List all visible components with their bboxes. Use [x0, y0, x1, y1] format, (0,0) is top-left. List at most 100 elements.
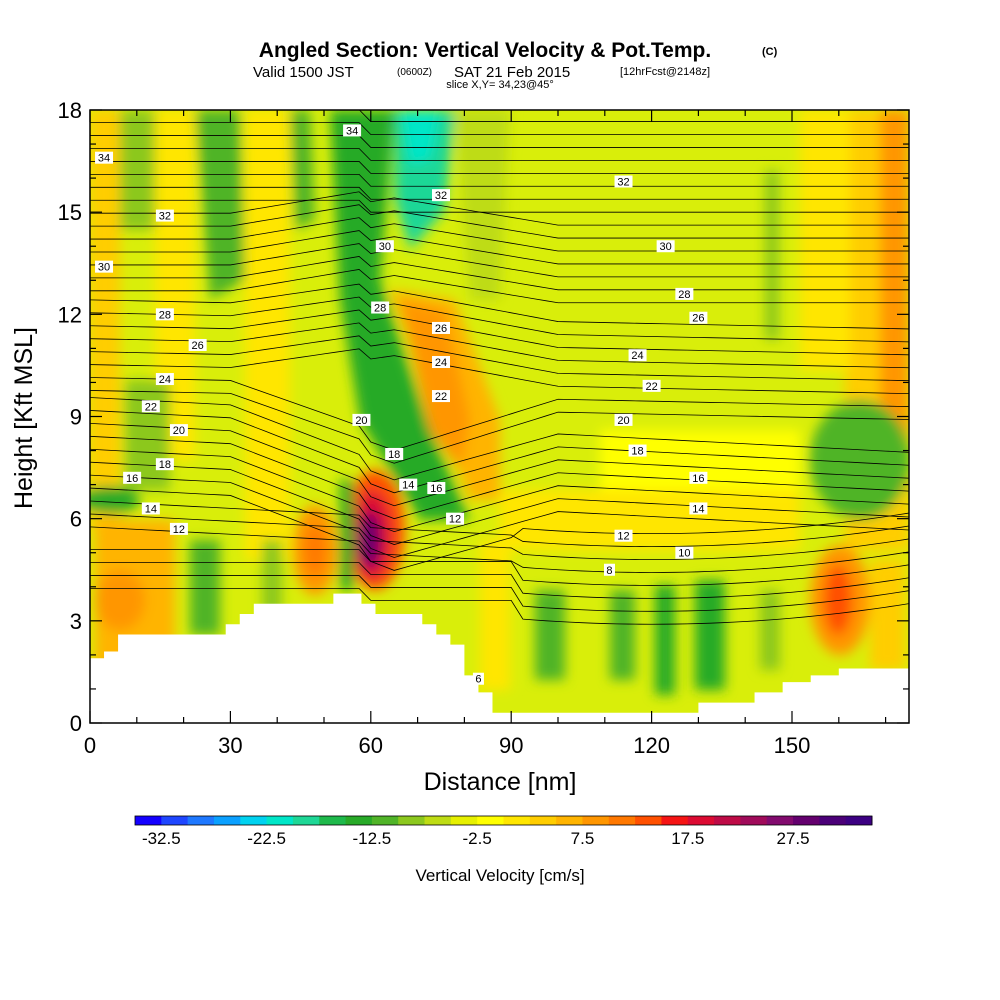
theta-contour [90, 500, 909, 547]
colorbar-swatch [424, 816, 452, 825]
contour-label: 20 [352, 413, 371, 427]
svg-text:28: 28 [374, 303, 386, 315]
contour-label: 34 [343, 124, 362, 137]
colorbar-swatch [582, 816, 610, 825]
contour-label: 18 [628, 444, 647, 458]
colorbar-swatch [766, 816, 794, 825]
contour-label: 30 [375, 240, 394, 253]
contour-label-bg [371, 301, 390, 314]
colorbar-swatch [319, 816, 347, 825]
contour-label: 18 [155, 458, 174, 471]
contour-label: 32 [614, 175, 633, 189]
contour-label: 18 [385, 447, 404, 461]
svg-text:16: 16 [692, 473, 704, 485]
contour-label-bg [155, 308, 174, 321]
contour-label: 24 [155, 373, 174, 386]
x-tick-label: 0 [84, 733, 96, 758]
theta-contour [90, 204, 909, 239]
velocity-field [90, 110, 909, 723]
colorbar-tick-label: -32.5 [142, 829, 181, 848]
contour-label-bg [188, 338, 207, 351]
contour-label: 16 [427, 482, 446, 495]
contour-label: 30 [656, 240, 675, 253]
contour-label: 14 [141, 502, 160, 515]
colorbar-swatch [292, 816, 320, 825]
theta-contour [90, 410, 909, 494]
contour-label-bg [343, 124, 362, 137]
y-tick-label: 18 [58, 98, 82, 123]
terrain-mask [90, 593, 909, 723]
contour-label: 20 [614, 413, 633, 427]
contour-label-bg [614, 175, 633, 188]
contour-label-bg [432, 321, 450, 334]
contour-label-bg [603, 563, 615, 576]
svg-text:20: 20 [617, 415, 629, 427]
theta-contour [90, 296, 909, 343]
subtitle-forecast: [12hrFcst@2148z] [620, 66, 710, 78]
svg-text:28: 28 [159, 309, 171, 321]
colorbar-tick-label: -22.5 [247, 829, 286, 848]
svg-text:34: 34 [346, 125, 358, 137]
contour-label: 32 [155, 209, 174, 223]
theta-contour [90, 335, 909, 382]
contour-label-bg [432, 189, 450, 202]
contour-label: 22 [432, 390, 450, 403]
contour-label-bg [656, 240, 675, 253]
colorbar-tick-label: -2.5 [463, 829, 492, 848]
chart-subtitle: Valid 1500 JST (0600Z) SAT 21 Feb 2015 [… [253, 64, 710, 81]
theta-contour [90, 562, 909, 599]
colorbar-swatch [503, 816, 531, 825]
theta-contour [90, 110, 909, 122]
contour-label-bg [155, 458, 174, 471]
colorbar-swatch [845, 816, 873, 825]
svg-text:6: 6 [475, 674, 481, 686]
contour-label-bg [689, 502, 708, 515]
svg-text:20: 20 [173, 425, 185, 437]
contour-label: 26 [689, 311, 708, 325]
colorbar-swatch [240, 816, 268, 825]
theta-contour [90, 397, 909, 481]
colorbar-swatch [345, 816, 373, 825]
colorbar-swatch [740, 816, 768, 825]
y-tick-label: 3 [70, 609, 82, 634]
theta-contour [90, 448, 909, 533]
colorbar-tick-label: -12.5 [353, 829, 392, 848]
contour-label: 6 [472, 672, 484, 686]
colorbar-swatch [450, 816, 478, 825]
svg-text:18: 18 [388, 449, 400, 461]
colorbar-swatch [135, 816, 162, 825]
colorbar-swatch [161, 816, 189, 825]
y-tick-label: 0 [70, 711, 82, 736]
colorbar-swatch [529, 816, 557, 825]
colorbar-swatch [687, 816, 715, 825]
y-tick-label: 6 [70, 507, 82, 532]
colorbar [134, 815, 873, 826]
svg-text:10: 10 [678, 548, 690, 560]
theta-contour [90, 283, 909, 330]
contour-label: 26 [432, 321, 450, 335]
contour-label: 8 [603, 563, 615, 577]
colorbar-swatch [635, 816, 662, 825]
svg-text:32: 32 [617, 177, 629, 189]
contour-label: 26 [188, 338, 207, 352]
colorbar-tick-label: 27.5 [776, 829, 809, 848]
colorbar-tick-label: 7.5 [571, 829, 595, 848]
contour-label: 20 [169, 424, 188, 437]
svg-text:14: 14 [145, 503, 157, 515]
contour-label-bg [642, 379, 661, 392]
contour-label: 28 [675, 287, 694, 301]
colorbar-swatch [187, 816, 215, 825]
colorbar-swatch [714, 816, 741, 825]
svg-text:24: 24 [159, 374, 171, 386]
x-axis: 0 30 60 90 120 150 [84, 110, 887, 758]
contour-label-bg [432, 390, 450, 403]
svg-text:14: 14 [692, 503, 704, 515]
contour-label: 28 [155, 308, 174, 321]
contour-label: 32 [432, 189, 450, 202]
theta-contour [90, 135, 909, 148]
contour-label-bg [446, 512, 465, 525]
theta-contour [90, 549, 909, 586]
theta-contour [90, 461, 909, 545]
contour-label-bg [95, 260, 114, 273]
contour-label: 10 [675, 546, 694, 560]
